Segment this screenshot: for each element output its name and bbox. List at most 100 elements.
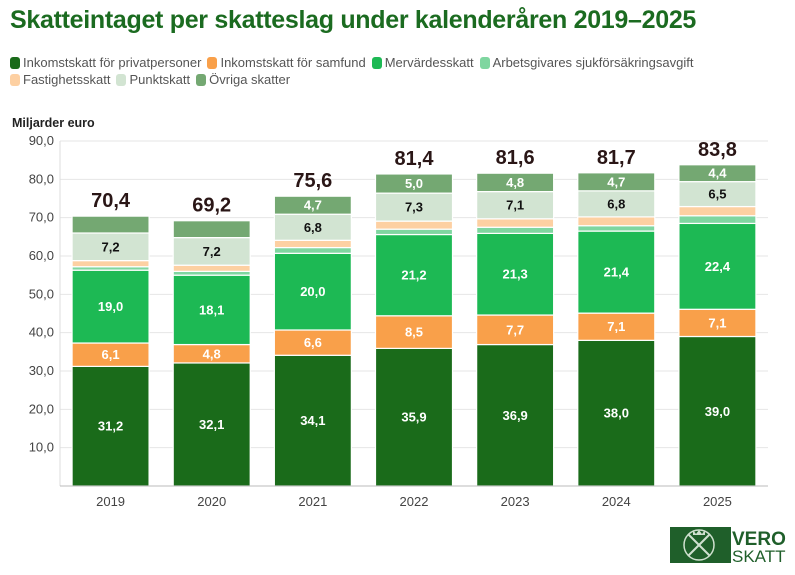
data-label: 7,1 — [506, 198, 524, 213]
y-tick-label: 70,0 — [29, 210, 54, 225]
logo-text-skatt: SKATT — [732, 547, 786, 566]
y-tick-label: 10,0 — [29, 440, 54, 455]
legend-item: Övriga skatter — [196, 71, 290, 88]
legend-item: Arbetsgivares sjukförsäkringsavgift — [479, 54, 694, 71]
bar-segment — [476, 343, 555, 487]
data-label: 7,1 — [708, 315, 726, 330]
data-label: 4,7 — [607, 174, 625, 189]
bar-segment — [273, 246, 352, 254]
data-label: 4,8 — [203, 346, 221, 361]
bar-segment — [273, 329, 352, 356]
bar-segment — [172, 264, 251, 272]
data-label: 7,2 — [203, 244, 221, 259]
bar-segment — [374, 315, 454, 349]
legend: Inkomstskatt för privatpersoner Inkomstsk… — [10, 54, 770, 88]
y-tick-label: 50,0 — [29, 286, 54, 301]
legend-item: Punktskatt — [116, 71, 190, 88]
bar-segment — [374, 173, 454, 194]
bar-segment — [577, 225, 656, 232]
data-label: 7,7 — [506, 322, 524, 337]
legend-item: Fastighetsskatt — [10, 71, 110, 88]
bar-segment — [172, 237, 251, 266]
bar-segment — [476, 226, 555, 234]
data-label: 35,9 — [401, 410, 426, 425]
data-label: 21,3 — [502, 267, 527, 282]
data-label: 6,8 — [304, 220, 322, 235]
bar-segment — [71, 269, 150, 344]
bar-segment — [476, 218, 555, 228]
legend-label: Inkomstskatt för privatpersoner — [23, 55, 202, 70]
data-label: 6,6 — [304, 335, 322, 350]
y-tick-label: 80,0 — [29, 171, 54, 186]
data-label: 5,0 — [405, 176, 423, 191]
legend-swatch — [10, 57, 20, 69]
bar-segment — [476, 191, 555, 220]
legend-swatch — [479, 57, 490, 69]
total-label: 81,4 — [395, 148, 435, 170]
data-label: 18,1 — [199, 302, 224, 317]
bar-segment — [273, 213, 352, 241]
bar-segment — [374, 192, 454, 222]
bar-segment — [678, 215, 757, 225]
bar-segment — [476, 172, 555, 193]
bar-segment — [678, 308, 757, 338]
data-label: 31,2 — [98, 419, 123, 434]
x-tick-label: 2024 — [602, 494, 631, 509]
data-label: 38,0 — [604, 406, 629, 421]
legend-swatch — [371, 57, 382, 69]
data-label: 7,3 — [405, 200, 423, 215]
data-label: 6,5 — [708, 187, 726, 202]
total-label: 81,6 — [496, 147, 535, 169]
bar-segment — [476, 314, 555, 346]
bar-segment — [374, 228, 454, 236]
data-label: 4,4 — [708, 166, 727, 181]
data-label: 21,2 — [401, 268, 426, 283]
bar-segment — [678, 181, 757, 208]
legend-label: Inkomstskatt för samfund — [220, 55, 366, 70]
data-label: 39,0 — [705, 404, 730, 419]
legend-label: Arbetsgivares sjukförsäkringsavgift — [492, 55, 694, 70]
legend-item: Inkomstskatt för samfund — [207, 54, 366, 71]
x-tick-label: 2025 — [703, 494, 732, 509]
bar-segment — [678, 222, 757, 310]
bar-segment — [577, 312, 656, 341]
bar-segment — [577, 216, 656, 227]
bar-segment — [374, 347, 454, 487]
vero-skatt-logo: VERO SKATT — [670, 524, 790, 566]
chart-title: Skatteintaget per skatteslag under kalen… — [10, 6, 697, 34]
data-label: 22,4 — [705, 259, 731, 274]
legend-swatch — [116, 74, 127, 86]
bar-segment — [71, 260, 150, 268]
data-label: 6,1 — [102, 347, 120, 362]
total-label: 70,4 — [91, 190, 131, 212]
bar-segment — [374, 233, 454, 317]
y-tick-label: 60,0 — [29, 248, 54, 263]
data-label: 19,0 — [98, 299, 123, 314]
bar-segment — [476, 232, 555, 316]
data-label: 36,9 — [502, 408, 527, 423]
bar-segment — [273, 195, 352, 215]
bar-segment — [577, 172, 656, 192]
legend-item: Mervärdesskatt — [371, 54, 474, 71]
bar-segment — [678, 164, 757, 183]
total-label: 83,8 — [698, 139, 737, 161]
legend-label: Punktskatt — [129, 72, 191, 87]
y-axis-label: Miljarder euro — [12, 116, 95, 130]
legend-swatch — [196, 74, 207, 86]
data-label: 8,5 — [405, 325, 423, 340]
data-label: 7,2 — [102, 239, 120, 254]
legend-label: Övriga skatter — [209, 72, 291, 87]
bar-segment — [172, 220, 251, 239]
bar-segment — [678, 335, 757, 487]
x-tick-label: 2022 — [400, 494, 429, 509]
legend-label: Fastighetsskatt — [23, 72, 111, 87]
legend-item: Inkomstskatt för privatpersoner — [10, 54, 201, 71]
x-tick-label: 2020 — [197, 494, 226, 509]
logo-text-vero: VERO — [732, 529, 786, 550]
bar-segment — [172, 274, 251, 346]
y-tick-label: 40,0 — [29, 325, 54, 340]
bar-segment — [273, 239, 352, 249]
data-label: 34,1 — [300, 413, 325, 428]
